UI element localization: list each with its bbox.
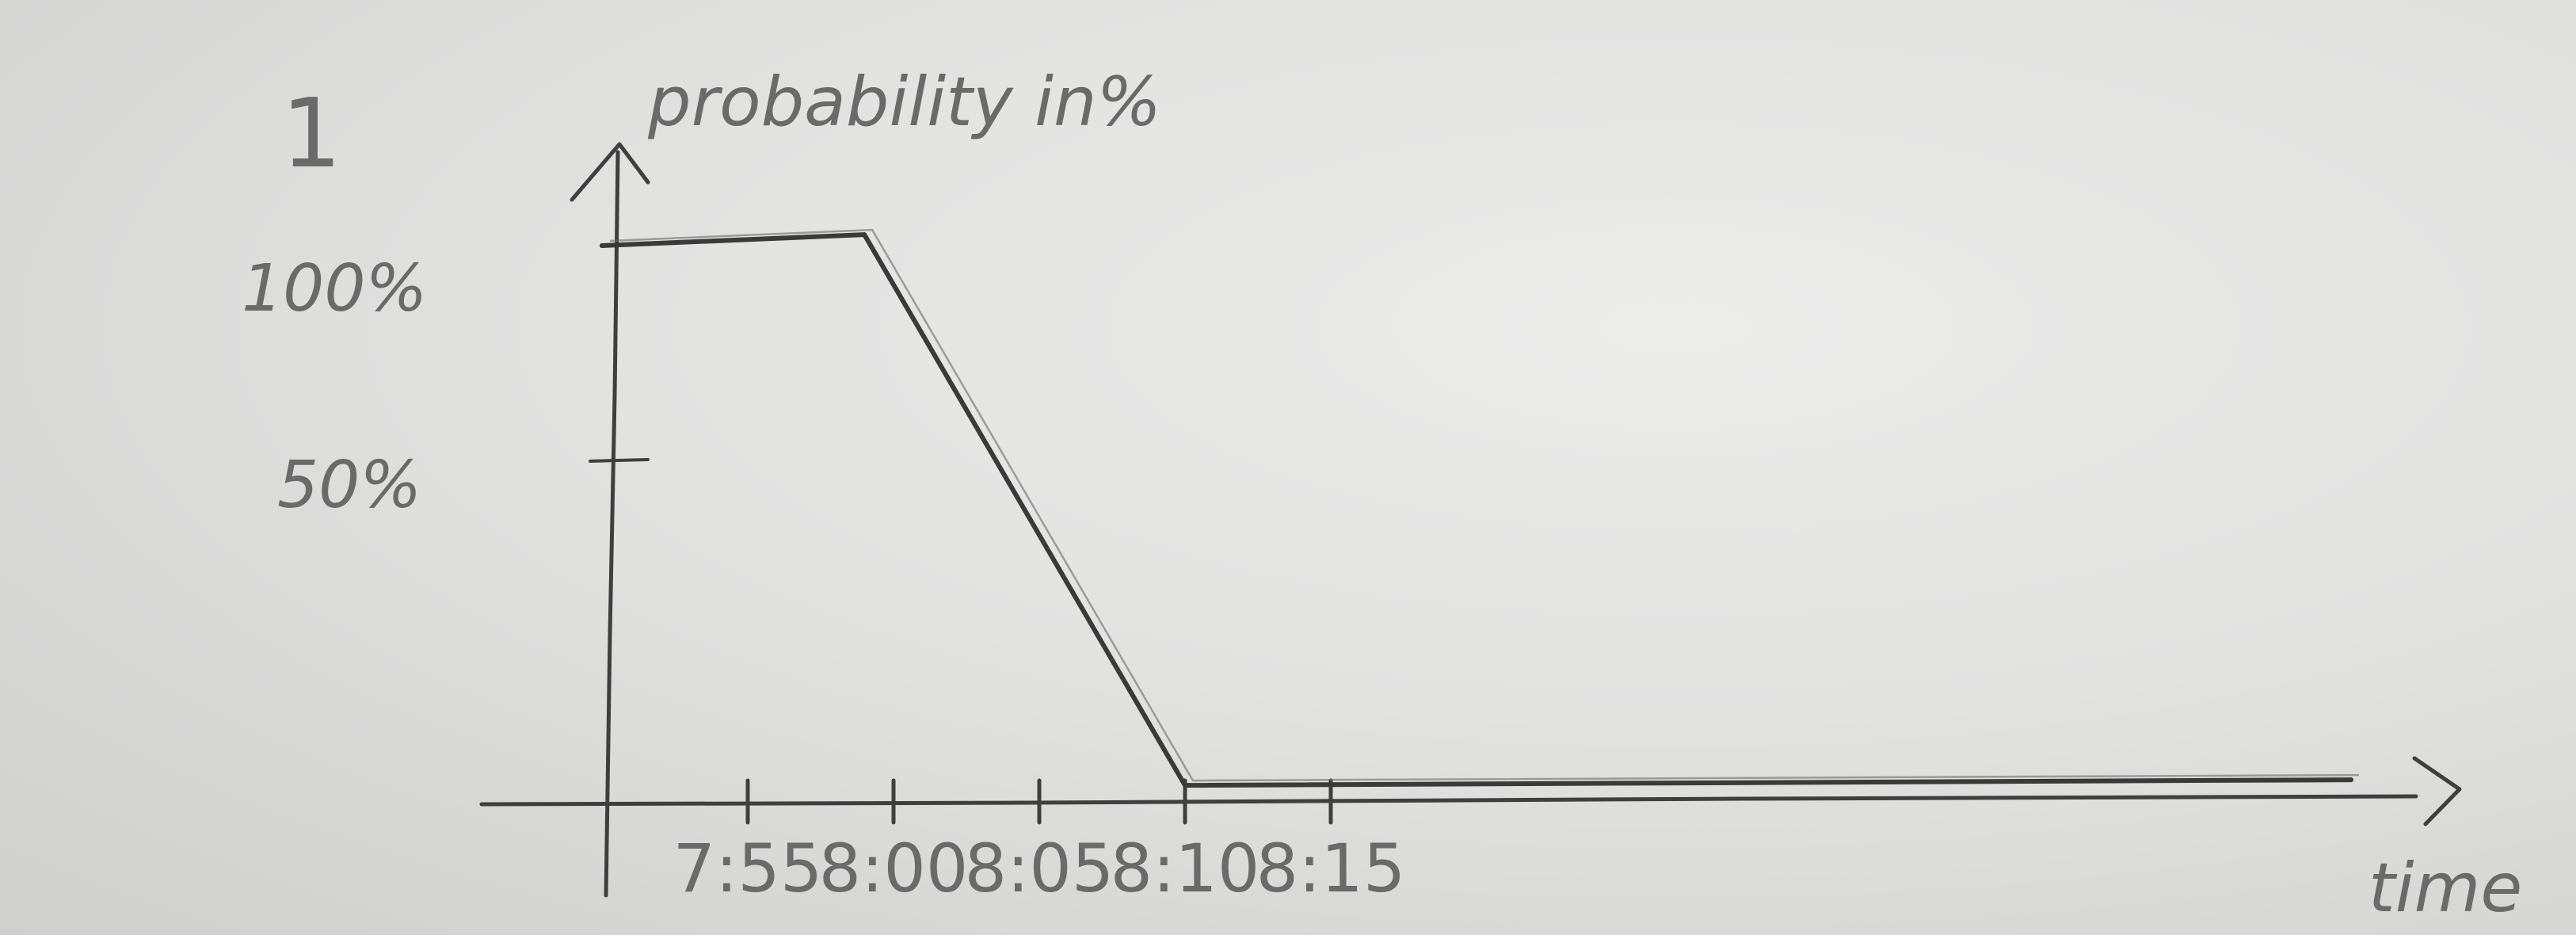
x-tick-label-800: 8:00 bbox=[819, 830, 969, 907]
y-axis-arrowhead bbox=[570, 142, 650, 202]
y-tick-label-50: 50% bbox=[277, 448, 421, 523]
series-0-point-3 bbox=[2349, 777, 2353, 783]
y-axis-label: probability in% bbox=[647, 63, 1161, 142]
sketch-number: 1 bbox=[281, 79, 341, 189]
x-axis-line bbox=[479, 794, 2418, 807]
y-tick-50 bbox=[589, 458, 650, 463]
x-tick-label-group: 7:558:008:058:108:15 bbox=[673, 830, 1406, 907]
x-tick-group bbox=[745, 778, 1333, 825]
x-tick-label-815: 8:15 bbox=[1256, 830, 1406, 907]
x-axis-arrowhead bbox=[2412, 756, 2462, 826]
series-0-point-0 bbox=[600, 243, 604, 248]
y-axis-line bbox=[604, 150, 620, 898]
series-0-line bbox=[600, 232, 2353, 788]
x-tick-label-810: 8:10 bbox=[1111, 830, 1260, 907]
series-group bbox=[600, 228, 2360, 788]
series-0-overstroke bbox=[609, 228, 2360, 782]
x-tick-label-805: 8:05 bbox=[965, 830, 1115, 907]
series-0-point-1 bbox=[862, 232, 867, 238]
series-0-point-2 bbox=[1183, 783, 1187, 788]
y-tick-label-100: 100% bbox=[242, 251, 427, 326]
chart-axes bbox=[479, 142, 2462, 898]
x-tick-label-755: 7:55 bbox=[673, 830, 823, 907]
x-axis-label: time bbox=[2368, 849, 2522, 928]
